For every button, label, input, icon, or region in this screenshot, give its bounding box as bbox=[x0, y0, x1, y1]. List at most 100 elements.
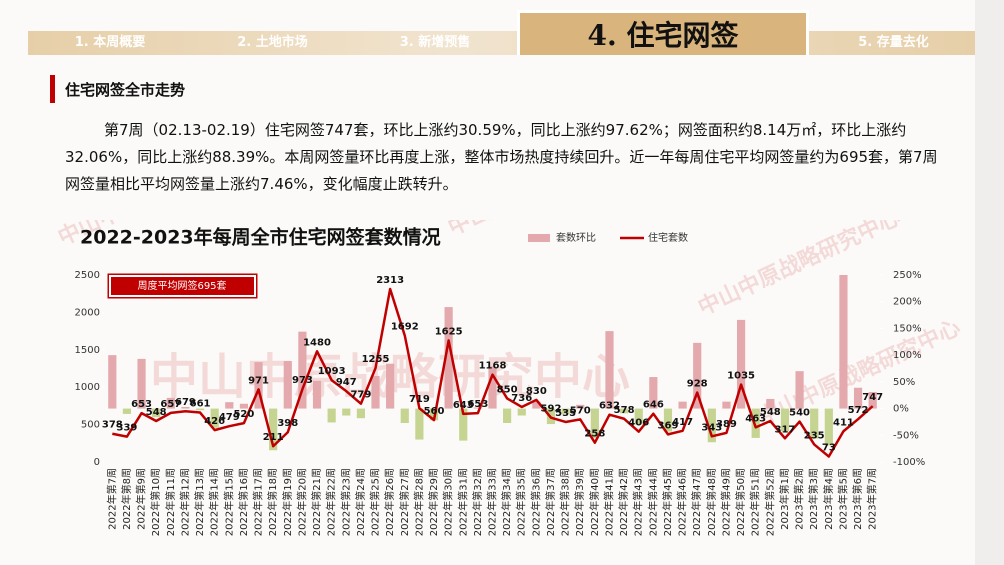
data-label: 540 bbox=[789, 408, 810, 419]
data-label: 632 bbox=[599, 401, 620, 412]
y-tick-label: 2000 bbox=[75, 307, 100, 318]
annotation-frame bbox=[107, 273, 258, 299]
data-label: 479 bbox=[219, 412, 240, 423]
nav-tab[interactable]: 4. 住宅网签 bbox=[517, 10, 809, 55]
bar bbox=[810, 408, 819, 439]
y2-tick-label: 0% bbox=[893, 404, 909, 415]
data-label: 1625 bbox=[435, 326, 463, 337]
bar bbox=[532, 401, 541, 409]
x-tick-label: 2022年第41周 bbox=[602, 468, 615, 536]
bar bbox=[415, 408, 424, 440]
bar bbox=[122, 408, 132, 414]
x-tick-label: 2022年第50周 bbox=[734, 468, 747, 536]
x-tick-label: 2022年第23周 bbox=[339, 468, 352, 536]
watermark: 中山中原战略研究中心 bbox=[694, 220, 904, 321]
x-tick-label: 2022年第43周 bbox=[632, 468, 645, 536]
bar bbox=[605, 331, 614, 409]
bar bbox=[225, 402, 234, 409]
side-strip bbox=[975, 0, 1004, 565]
x-tick-label: 2022年第47周 bbox=[690, 468, 703, 536]
x-tick-label: 2022年第16周 bbox=[237, 468, 250, 536]
bar bbox=[634, 408, 643, 425]
data-label: 520 bbox=[233, 409, 254, 420]
x-tick-label: 2023年第3周 bbox=[807, 468, 820, 530]
x-tick-label: 2022年第46周 bbox=[676, 468, 689, 536]
paragraph: 第7周（02.13-02.19）住宅网签747套，环比上涨约30.59%，同比上… bbox=[65, 121, 938, 193]
x-tick-label: 2023年第6周 bbox=[851, 468, 864, 530]
x-tick-label: 2022年第14周 bbox=[208, 468, 221, 536]
data-label: 736 bbox=[511, 393, 532, 404]
data-label: 2313 bbox=[376, 275, 404, 286]
data-label: 411 bbox=[833, 417, 854, 428]
data-label: 417 bbox=[672, 417, 693, 428]
bar bbox=[473, 407, 482, 409]
data-label: 719 bbox=[409, 394, 430, 405]
bar bbox=[707, 408, 716, 443]
x-tick-label: 2022年第33周 bbox=[486, 468, 499, 536]
x-tick-label: 2022年第17周 bbox=[252, 468, 265, 536]
section-marker bbox=[50, 75, 55, 103]
data-label: 398 bbox=[277, 418, 298, 429]
bar bbox=[620, 408, 629, 414]
y2-tick-label: -50% bbox=[893, 430, 919, 441]
annotation: 周度平均网签695套 bbox=[137, 279, 226, 292]
bar bbox=[693, 342, 702, 409]
line bbox=[112, 287, 874, 458]
data-label: 653 bbox=[131, 399, 152, 410]
data-label: 73 bbox=[822, 443, 836, 454]
data-label: 1692 bbox=[391, 321, 419, 332]
data-label: 258 bbox=[584, 429, 605, 440]
bar bbox=[342, 408, 351, 416]
data-label: 830 bbox=[526, 386, 547, 397]
x-tick-label: 2023年第4周 bbox=[822, 468, 835, 530]
bar bbox=[444, 307, 453, 409]
y2-tick-label: -100% bbox=[893, 457, 925, 468]
bar bbox=[327, 408, 336, 423]
x-tick-label: 2022年第36周 bbox=[529, 468, 542, 536]
bar bbox=[269, 408, 278, 451]
bar bbox=[488, 366, 497, 409]
x-tick-label: 2022年第27周 bbox=[398, 468, 411, 536]
bar bbox=[678, 401, 687, 409]
bar bbox=[839, 275, 848, 409]
x-tick-label: 2022年第40周 bbox=[588, 468, 601, 536]
data-label: 679 bbox=[175, 397, 196, 408]
bar bbox=[356, 408, 365, 419]
bar bbox=[766, 398, 775, 409]
bar bbox=[751, 408, 760, 438]
x-tick-label: 2022年第52周 bbox=[763, 468, 776, 536]
y2-tick-label: 50% bbox=[893, 377, 915, 388]
data-label: 578 bbox=[614, 405, 635, 416]
x-tick-label: 2022年第31周 bbox=[456, 468, 469, 536]
y-tick-label: 500 bbox=[81, 420, 100, 431]
bar bbox=[780, 408, 790, 432]
x-tick-label: 2022年第21周 bbox=[310, 468, 323, 536]
bar bbox=[400, 408, 409, 423]
nav-tab[interactable]: 2. 土地市场 bbox=[237, 35, 308, 50]
data-label: 747 bbox=[862, 392, 883, 403]
data-label: 211 bbox=[263, 432, 284, 443]
bar bbox=[152, 408, 161, 418]
y2-tick-label: 250% bbox=[893, 270, 922, 281]
bar bbox=[386, 363, 395, 409]
bar bbox=[649, 377, 658, 409]
data-label: 657 bbox=[160, 399, 181, 410]
legend-label: 住宅套数 bbox=[648, 231, 688, 244]
bar bbox=[590, 408, 599, 438]
x-tick-label: 2022年第51周 bbox=[749, 468, 762, 536]
x-tick-label: 2022年第7周 bbox=[105, 468, 118, 530]
x-tick-label: 2022年第13周 bbox=[193, 468, 206, 536]
nav-tab[interactable]: 5. 存量去化 bbox=[858, 35, 929, 50]
y-tick-label: 1000 bbox=[75, 382, 100, 393]
bar bbox=[503, 408, 512, 423]
x-tick-label: 2022年第18周 bbox=[266, 468, 279, 536]
x-tick-label: 2022年第11周 bbox=[164, 468, 177, 536]
data-label: 1168 bbox=[479, 361, 507, 372]
x-tick-label: 2022年第26周 bbox=[383, 468, 396, 536]
nav-tab[interactable]: 1. 本周概要 bbox=[74, 35, 146, 50]
data-label: 389 bbox=[716, 419, 737, 430]
x-tick-label: 2022年第38周 bbox=[559, 468, 572, 536]
nav-tab[interactable]: 3. 新增预售 bbox=[399, 35, 471, 50]
x-tick-label: 2022年第37周 bbox=[544, 468, 557, 536]
x-tick-label: 2022年第12周 bbox=[178, 468, 191, 536]
